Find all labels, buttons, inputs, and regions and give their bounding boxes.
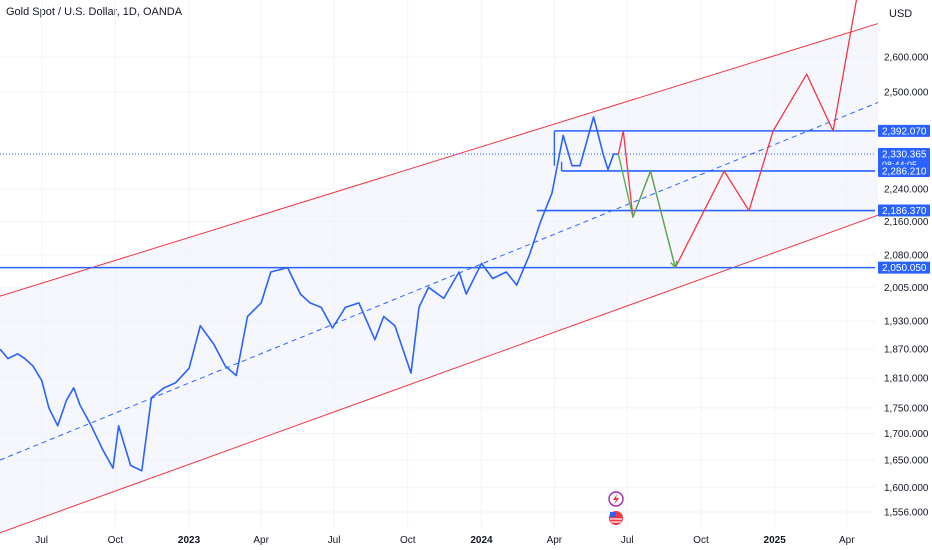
y-tick-label: 2,080.000 bbox=[884, 250, 929, 261]
projection-red-path[interactable] bbox=[617, 0, 870, 269]
x-tick-label: Apr bbox=[839, 535, 855, 546]
channel bbox=[0, 23, 879, 534]
price-label-bg bbox=[878, 164, 930, 177]
y-axis[interactable]: 2,600.000 2,500.000 2,240.000 2,160.000 2,08… bbox=[884, 53, 929, 519]
price-label-bg bbox=[878, 148, 930, 171]
lightning-event-icon[interactable] bbox=[608, 491, 624, 507]
y-tick-label: 1,600.000 bbox=[884, 483, 929, 494]
currency-label[interactable]: USD bbox=[889, 8, 913, 20]
series bbox=[0, 0, 870, 472]
x-tick-label: Jul bbox=[621, 535, 634, 546]
channel-upper-line[interactable] bbox=[0, 23, 879, 297]
price-label-text: 2,286.210 bbox=[882, 166, 927, 177]
us-flag-event-icon[interactable] bbox=[609, 511, 623, 525]
x-tick-label: 2023 bbox=[178, 535, 201, 546]
x-tick-label: Oct bbox=[400, 535, 416, 546]
y-tick-label: 1,650.000 bbox=[884, 456, 929, 467]
y-tick-label: 1,930.000 bbox=[884, 317, 929, 328]
price-label: 2,286.210 bbox=[878, 164, 930, 177]
y-tick-label: 2,240.000 bbox=[884, 185, 929, 196]
price-label-text: 2,392.070 bbox=[882, 126, 927, 137]
x-tick-label: 2025 bbox=[764, 535, 787, 546]
price-label: 2,050.050 bbox=[878, 261, 930, 274]
channel-fill-area bbox=[0, 23, 878, 533]
price-label: 2,392.070 bbox=[878, 124, 930, 137]
x-tick-label: Oct bbox=[693, 535, 709, 546]
projection-green-path[interactable] bbox=[617, 154, 676, 268]
price-label: 2,186.370 bbox=[878, 204, 930, 217]
price-label-bg bbox=[878, 261, 930, 274]
x-axis[interactable]: Jul Oct 2023 Apr Jul Oct 2024 Apr Jul Oct 2025 Apr bbox=[35, 535, 855, 546]
y-tick-label: 2,600.000 bbox=[884, 53, 929, 64]
flag-canton bbox=[610, 512, 616, 517]
y-tick-label: 2,005.000 bbox=[884, 283, 929, 294]
level-lines bbox=[0, 130, 875, 269]
y-tick-label: 1,700.000 bbox=[884, 429, 929, 440]
y-tick-label: 1,810.000 bbox=[884, 373, 929, 384]
y-tick-label: 1,870.000 bbox=[884, 345, 929, 356]
chart-title: Gold Spot / U.S. Dollar, 1D, OANDA bbox=[6, 6, 183, 18]
y-tick-label: 2,160.000 bbox=[884, 217, 929, 228]
price-label-bg bbox=[878, 204, 930, 217]
price-label-text: 2,050.050 bbox=[882, 263, 927, 274]
x-tick-label: Jul bbox=[35, 535, 48, 546]
x-tick-label: Apr bbox=[253, 535, 269, 546]
price-label-bg bbox=[878, 124, 930, 137]
x-tick-label: Oct bbox=[108, 535, 124, 546]
price-label-text: 2,330.365 bbox=[882, 150, 927, 161]
y-tick-label: 1,750.000 bbox=[884, 403, 929, 414]
projection-arrowhead bbox=[670, 260, 678, 269]
y-tick-label: 1,556.000 bbox=[884, 508, 929, 519]
x-tick-label: 2024 bbox=[470, 535, 493, 546]
price-series-line[interactable] bbox=[0, 116, 619, 472]
lightning-bolt bbox=[613, 494, 619, 505]
event-icons[interactable] bbox=[608, 491, 624, 525]
x-tick-label: Apr bbox=[547, 535, 563, 546]
price-label-text: 2,186.370 bbox=[882, 206, 927, 217]
price-labels: 2,392.0702,330.36508:44:052,286.2102,186… bbox=[878, 124, 930, 274]
y-tick-label: 2,500.000 bbox=[884, 87, 929, 98]
x-tick-label: Jul bbox=[328, 535, 341, 546]
